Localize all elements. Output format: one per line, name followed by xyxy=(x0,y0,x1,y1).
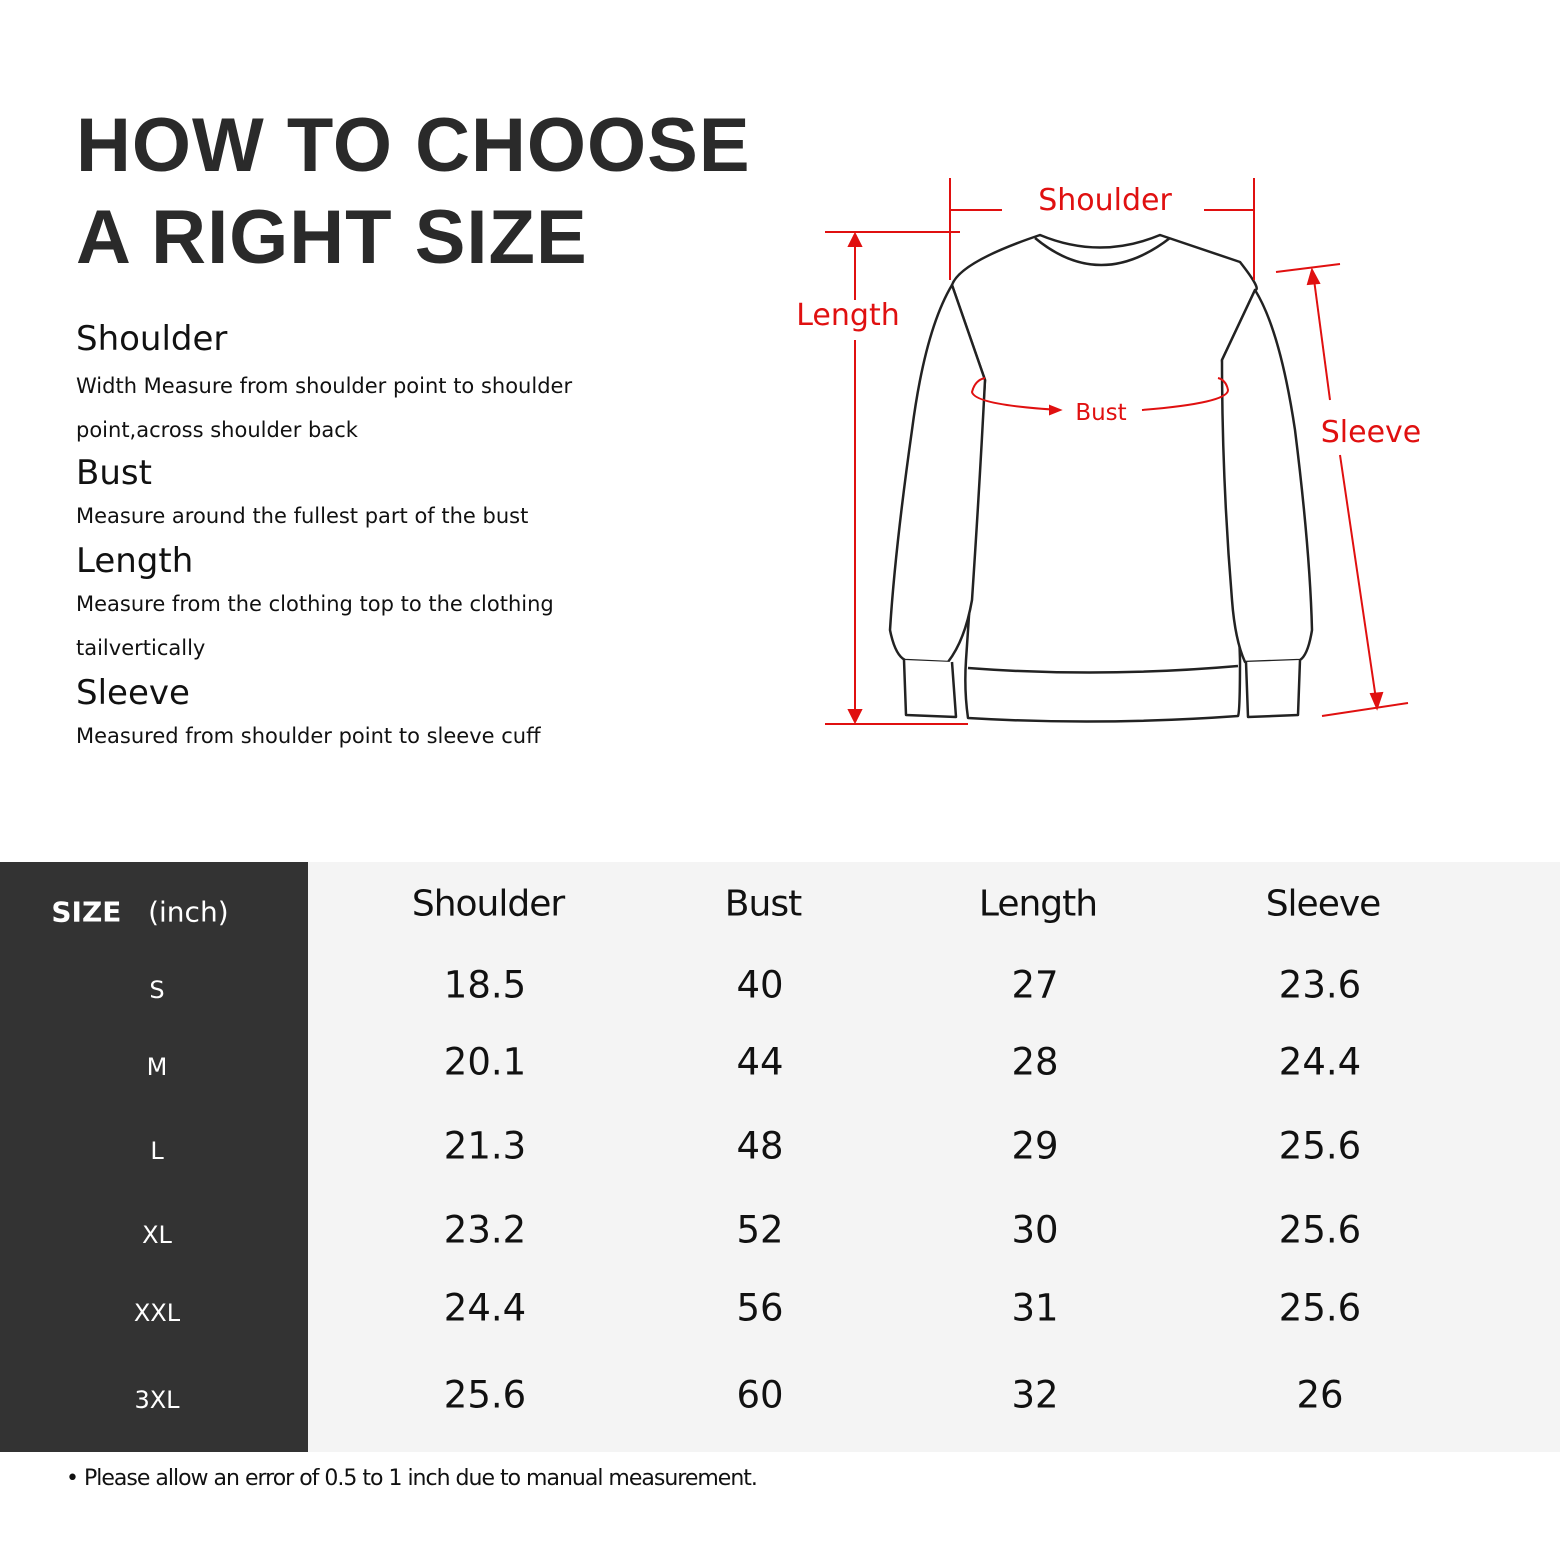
table-cell: 52 xyxy=(736,1208,784,1252)
page-title: HOW TO CHOOSE A RIGHT SIZE xyxy=(76,100,751,284)
label-length: Length xyxy=(796,298,899,333)
label-shoulder: Shoulder xyxy=(1038,183,1172,218)
footnote-text: Please allow an error of 0.5 to 1 inch d… xyxy=(83,1466,758,1491)
size-label: XL xyxy=(142,1221,172,1249)
section-text: Measure around the fullest part of the b… xyxy=(76,504,529,528)
column-header: Shoulder xyxy=(411,883,565,925)
section-shoulder: Shoulder Width Measure from shoulder poi… xyxy=(76,318,596,452)
sweater-diagram: Shoulder Length Bust Sleeve xyxy=(796,178,1422,725)
section-heading: Length xyxy=(76,541,194,581)
column-header: Length xyxy=(978,883,1098,925)
measure-lines xyxy=(825,178,1409,725)
size-column xyxy=(0,862,308,1452)
table-cell: 25.6 xyxy=(1278,1208,1362,1252)
table-cell: 44 xyxy=(736,1040,784,1084)
section-length: Length Measure from the clothing top to … xyxy=(76,540,596,670)
table-cell: 23.6 xyxy=(1278,963,1362,1007)
footnote: • Please allow an error of 0.5 to 1 inch… xyxy=(66,1466,758,1491)
size-table: SIZE (inch) Shoulder Bust Length Sleeve S 18.… xyxy=(0,862,1560,1452)
size-header-label: SIZE xyxy=(51,895,122,929)
section-text: Width Measure from shoulder point to sho… xyxy=(76,374,573,442)
table-cell: 25.6 xyxy=(443,1373,527,1417)
table-cell: 48 xyxy=(736,1124,784,1168)
table-cell: 25.6 xyxy=(1278,1286,1362,1330)
table-cell: 28 xyxy=(1011,1040,1059,1084)
size-header: SIZE (inch) xyxy=(51,896,228,929)
section-text: Measured from shoulder point to sleeve c… xyxy=(76,724,541,748)
table-cell: 20.1 xyxy=(443,1040,527,1084)
section-text: Measure from the clothing top to the clo… xyxy=(76,592,554,660)
section-sleeve: Sleeve Measured from shoulder point to s… xyxy=(76,672,596,758)
column-header: Bust xyxy=(724,883,802,925)
table-cell: 23.2 xyxy=(443,1208,527,1252)
table-cell: 24.4 xyxy=(1278,1040,1362,1084)
size-label: L xyxy=(150,1137,164,1165)
label-bust: Bust xyxy=(1075,400,1126,426)
title-line-2: A RIGHT SIZE xyxy=(76,195,588,280)
table-cell: 26 xyxy=(1296,1373,1344,1417)
unit-label: (inch) xyxy=(148,895,229,929)
table-cell: 21.3 xyxy=(443,1124,527,1168)
column-header: Sleeve xyxy=(1265,883,1382,925)
table-cell: 27 xyxy=(1011,963,1059,1007)
table-cell: 25.6 xyxy=(1278,1124,1362,1168)
section-heading: Shoulder xyxy=(76,319,228,359)
size-label: M xyxy=(146,1053,168,1081)
label-sleeve: Sleeve xyxy=(1321,415,1422,450)
sweater-outline xyxy=(888,233,1314,723)
table-cell: 40 xyxy=(736,963,784,1007)
table-cell: 31 xyxy=(1011,1286,1059,1330)
table-cell: 24.4 xyxy=(443,1286,527,1330)
size-label: S xyxy=(149,976,165,1004)
table-cell: 56 xyxy=(736,1286,784,1330)
table-cell: 60 xyxy=(736,1373,784,1417)
section-bust: Bust Measure around the fullest part of … xyxy=(76,452,596,538)
table-cell: 29 xyxy=(1011,1124,1059,1168)
table-cell: 18.5 xyxy=(443,963,527,1007)
size-label: XXL xyxy=(133,1299,181,1327)
section-heading: Sleeve xyxy=(76,673,190,713)
title-line-1: HOW TO CHOOSE xyxy=(76,103,751,188)
size-label: 3XL xyxy=(134,1386,180,1414)
section-heading: Bust xyxy=(76,453,152,493)
table-cell: 30 xyxy=(1011,1208,1059,1252)
table-cell: 32 xyxy=(1011,1373,1059,1417)
